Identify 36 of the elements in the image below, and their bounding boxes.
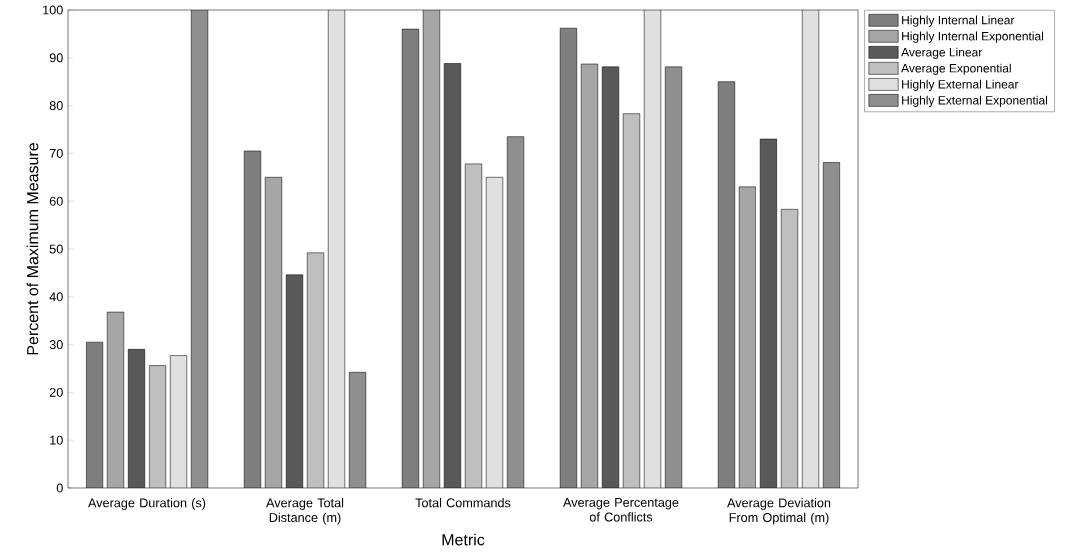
bar (327, 9, 346, 488)
y-tick-label: 20 (49, 387, 63, 397)
bar (264, 177, 283, 488)
y-tick-label: 30 (49, 340, 63, 350)
bar (580, 63, 599, 488)
bar (243, 150, 262, 488)
x-axis-title: Metric (442, 533, 485, 546)
bar (401, 28, 420, 488)
x-tick-label: Total Commands (415, 498, 511, 508)
y-axis-title: Percent of Maximum Measure (26, 143, 39, 355)
bar (717, 81, 736, 488)
legend-label: Highly Internal Linear (902, 15, 1015, 27)
legend-label: Average Exponential (901, 63, 1011, 75)
bar (422, 9, 441, 488)
y-tick-label: 10 (50, 435, 63, 445)
y-tick-label: 80 (49, 101, 63, 111)
y-tick-label: 100 (43, 5, 63, 15)
y-tick-label: 40 (49, 292, 63, 302)
x-tick-label: Average Deviation From Optimal (m) (727, 498, 831, 525)
y-tick-label: 90 (49, 53, 63, 63)
x-tick-label: Average Percentage of Conflicts (563, 498, 679, 522)
legend-label: Average Linear (901, 47, 983, 59)
x-tick-label: Average Total Distance (m) (266, 498, 344, 525)
legend-label: Highly External Exponential (902, 95, 1048, 107)
legend-label: Highly Internal Exponential (902, 31, 1044, 43)
bar (485, 177, 504, 488)
bar (559, 27, 578, 488)
bar (643, 9, 662, 488)
y-tick-label: 50 (49, 244, 63, 254)
x-tick-label: Average Duration (s) (88, 498, 206, 510)
y-tick-label: 60 (49, 196, 63, 206)
bar (801, 9, 820, 488)
legend-label: Highly External Linear (902, 79, 1019, 91)
y-tick-label: 0 (56, 483, 63, 493)
y-tick-label: 70 (49, 148, 63, 158)
bar (738, 186, 757, 488)
